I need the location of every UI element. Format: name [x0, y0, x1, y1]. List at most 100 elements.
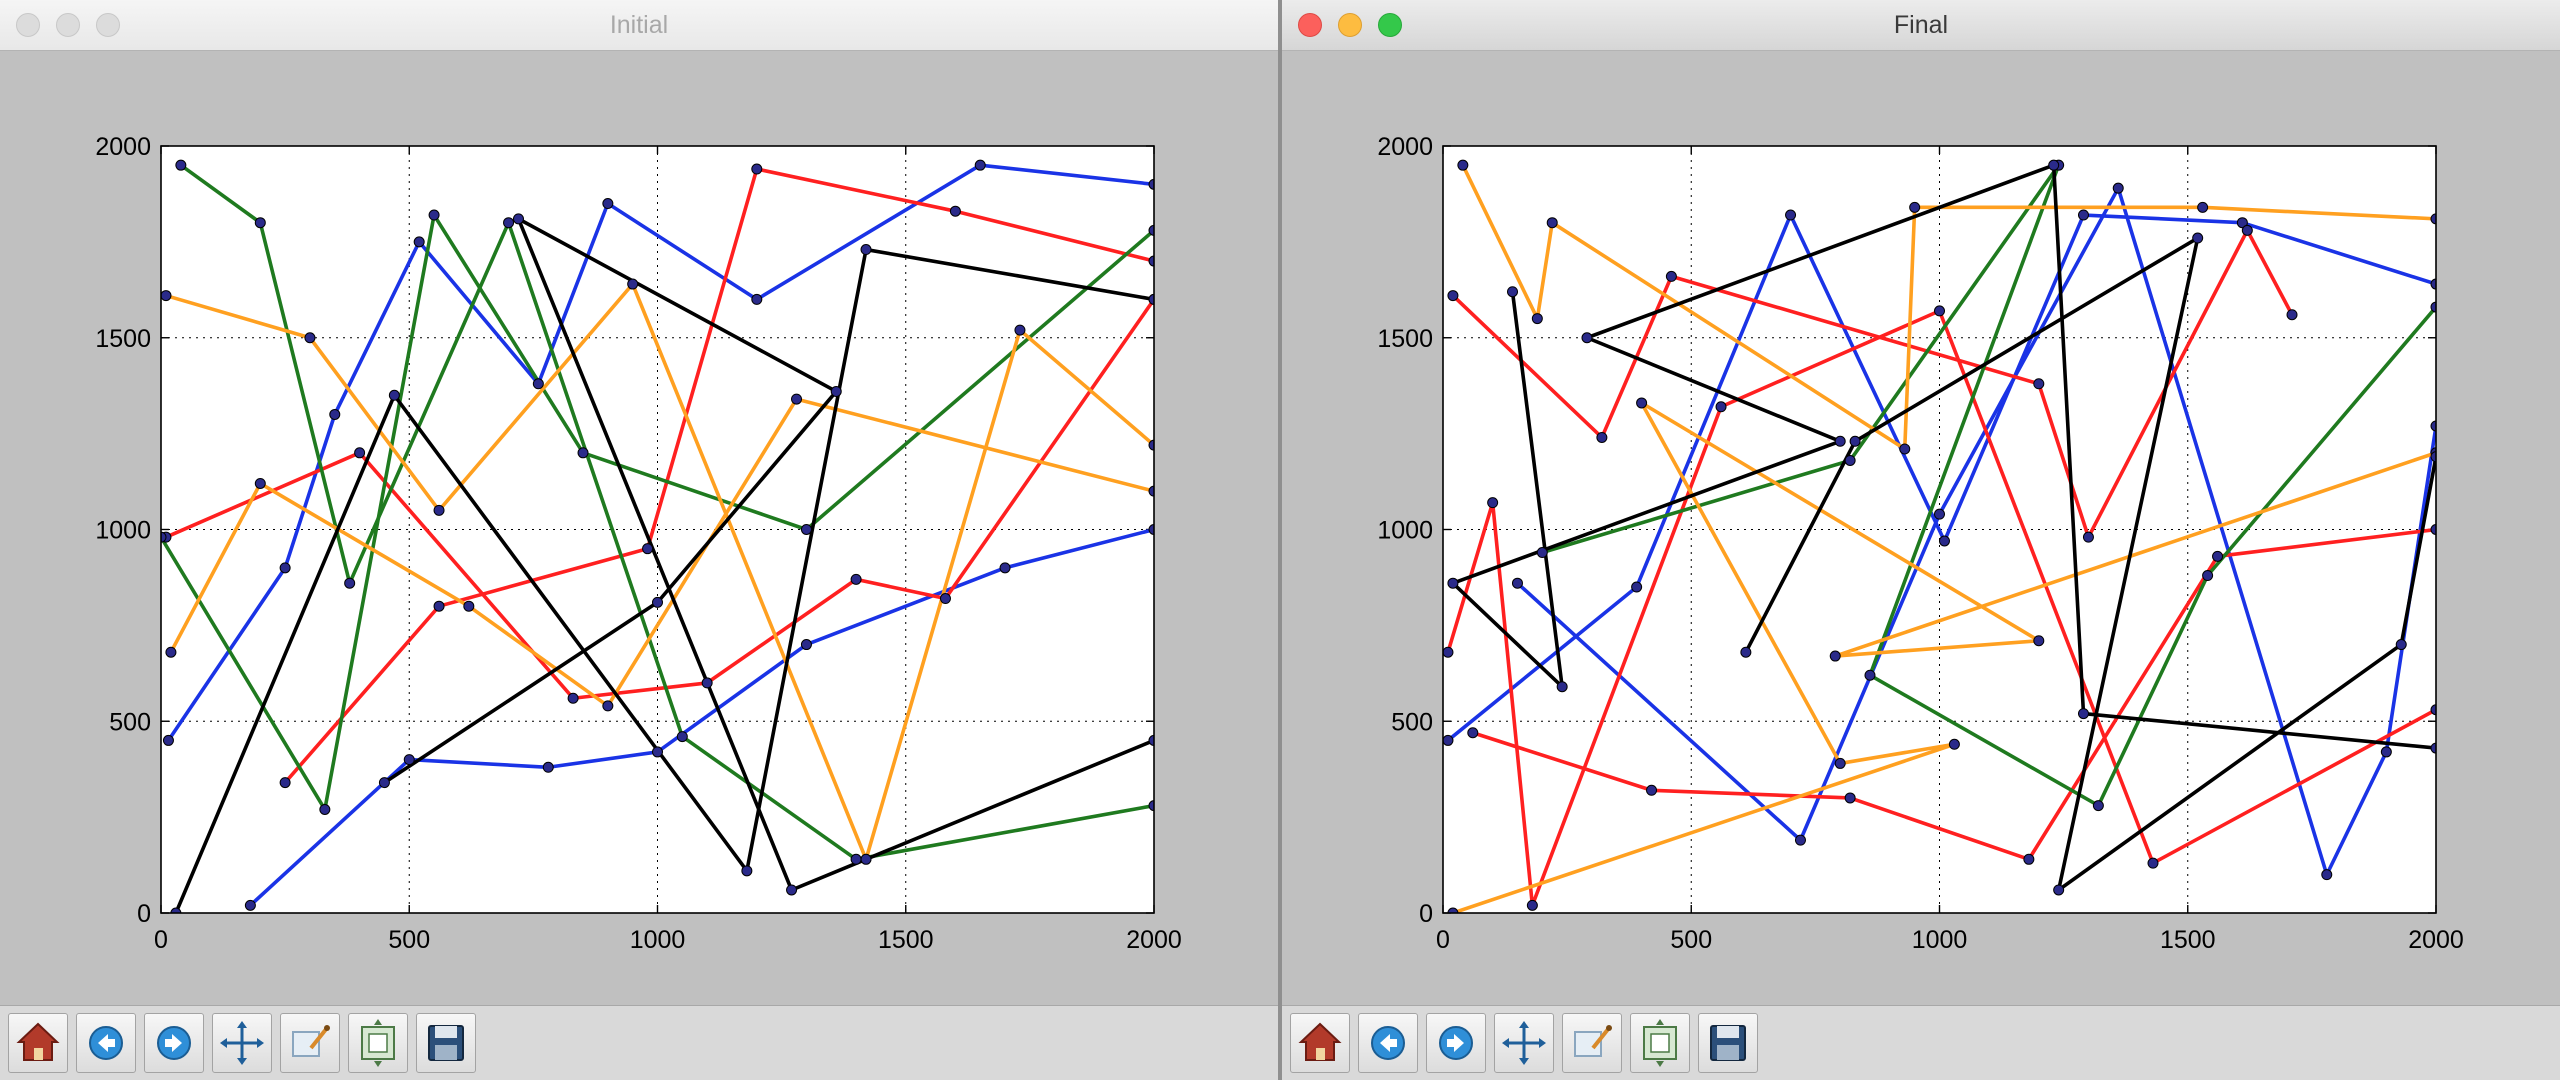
pan-icon [220, 1021, 264, 1065]
zoom-window-button[interactable] [1378, 13, 1402, 37]
axes-frame [160, 145, 1155, 914]
route-point [751, 293, 763, 305]
save-button[interactable] [1698, 1013, 1758, 1073]
y-tick-label: 1000 [95, 517, 151, 545]
route-point [1834, 757, 1846, 769]
pan-button[interactable] [1494, 1013, 1554, 1073]
close-button[interactable] [1298, 13, 1322, 37]
route-point [1443, 646, 1454, 658]
y-tick-label: 500 [1391, 708, 1433, 736]
route-point [567, 692, 579, 704]
subplots-icon [361, 1019, 395, 1067]
route-point [319, 803, 331, 815]
x-tick-label: 1500 [878, 926, 934, 954]
zoom-button[interactable] [1562, 1013, 1622, 1073]
routes-layer [1443, 159, 2436, 913]
titlebar[interactable]: Initial [0, 0, 1278, 51]
initial-plot[interactable]: 0 500 1000 1500 2000 0 500 1000 1500 2000 [0, 51, 1278, 1005]
route-point [175, 159, 187, 171]
route-line [1744, 236, 2436, 892]
minimize-button[interactable] [56, 13, 80, 37]
route-point [1536, 547, 1548, 559]
route-point [2077, 209, 2089, 221]
route-point [2286, 309, 2298, 321]
route-point [1148, 800, 1154, 812]
route-point [800, 639, 812, 651]
route-point [354, 447, 366, 459]
home-icon [1298, 1022, 1342, 1061]
forward-arrow-icon [1439, 1026, 1473, 1060]
route-point [999, 562, 1011, 574]
home-button[interactable] [8, 1013, 68, 1073]
route-point [2380, 746, 2392, 758]
final-plot[interactable]: 0 500 1000 1500 2000 0 500 1000 1500 2000 [1282, 51, 2560, 1005]
route-point [652, 746, 663, 758]
route-point [1646, 784, 1658, 796]
window-title: Final [1893, 11, 1949, 39]
minimize-button[interactable] [1338, 13, 1362, 37]
route-point [2321, 869, 2333, 881]
route-point [1531, 313, 1543, 325]
route-point [170, 907, 182, 913]
route-point [642, 543, 654, 555]
route-point [1785, 209, 1797, 221]
route-point [1934, 508, 1945, 520]
route-point [279, 777, 291, 789]
initial-window: Initial 0 500 1000 1500 2000 0 500 1000 1500 2000 [0, 0, 1278, 1080]
x-tick-label: 2000 [1126, 926, 1182, 954]
back-button[interactable] [76, 1013, 136, 1073]
route-point [830, 385, 842, 397]
route-point [1546, 217, 1558, 229]
route-point [1934, 305, 1945, 317]
forward-button[interactable] [144, 1013, 204, 1073]
zoom-window-button[interactable] [96, 13, 120, 37]
route-point [1715, 401, 1727, 413]
route-point [1148, 485, 1154, 497]
subplots-button[interactable] [1630, 1013, 1690, 1073]
route-point [2430, 278, 2436, 290]
zoom-icon [1574, 1025, 1612, 1057]
route-point [652, 596, 663, 608]
window-gap [1278, 0, 1282, 1080]
back-button[interactable] [1358, 1013, 1418, 1073]
route-point [532, 378, 544, 390]
route-point [1556, 681, 1568, 693]
route-point [860, 244, 872, 256]
route-point [1631, 581, 1643, 593]
titlebar[interactable]: Final [1282, 0, 2560, 51]
zoom-button[interactable] [280, 1013, 340, 1073]
route-point [1457, 159, 1469, 171]
y-tick-label: 1500 [1377, 325, 1433, 353]
home-icon [16, 1022, 60, 1061]
subplots-button[interactable] [348, 1013, 408, 1073]
route-point [1844, 792, 1856, 804]
route-point [751, 163, 763, 175]
route-point [1794, 834, 1806, 846]
route-point [2241, 224, 2253, 236]
zoom-icon [292, 1025, 330, 1057]
route-point [388, 389, 400, 401]
route-point [1447, 577, 1459, 589]
navigation-toolbar [0, 1005, 1278, 1080]
y-tick-label: 2000 [95, 133, 151, 161]
save-button[interactable] [416, 1013, 476, 1073]
route-point [2197, 201, 2209, 213]
route-line [1451, 163, 2436, 750]
route-point [2147, 857, 2159, 869]
route-point [378, 777, 390, 789]
route-point [2092, 800, 2104, 812]
pan-button[interactable] [212, 1013, 272, 1073]
route-point [2236, 217, 2248, 229]
close-button[interactable] [16, 13, 40, 37]
subplots-icon [1643, 1019, 1677, 1067]
route-point [627, 278, 639, 290]
route-point [850, 853, 862, 865]
route-point [1443, 734, 1454, 746]
route-point [974, 159, 986, 171]
routes-layer [161, 159, 1154, 913]
route-point [786, 884, 798, 896]
forward-button[interactable] [1426, 1013, 1486, 1073]
home-button[interactable] [1290, 1013, 1350, 1073]
route-line [161, 213, 1154, 812]
route-point [279, 562, 291, 574]
